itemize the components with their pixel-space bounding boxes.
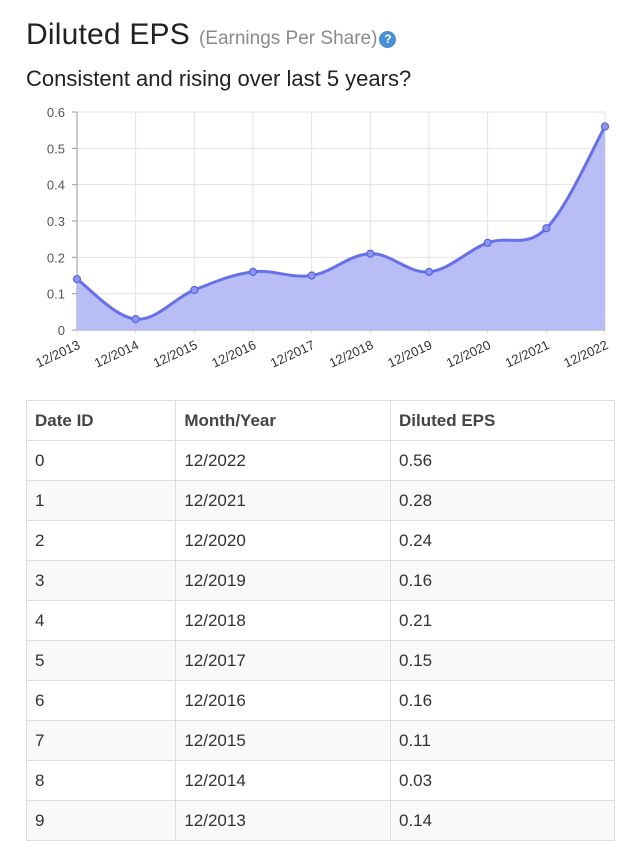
x-tick-label: 12/2020 xyxy=(444,337,493,370)
question-circle-icon[interactable]: ? xyxy=(379,31,397,48)
cell-date-id: 1 xyxy=(25,480,177,521)
cell-diluted-eps: 0.56 xyxy=(389,440,616,481)
x-tick-label: 12/2016 xyxy=(209,337,258,370)
y-tick-label: 0 xyxy=(58,323,65,338)
data-point xyxy=(366,249,375,258)
eps-area-chart: 0 0.1 0.2 0.3 0.4 0.5 0.6 12/2013 12/2014 12/2015… xyxy=(33,105,610,371)
x-tick-label: 12/2017 xyxy=(268,337,317,370)
cell-date-id: 7 xyxy=(25,720,177,761)
data-point xyxy=(424,267,434,276)
series-area xyxy=(77,126,605,331)
column-header-date-id: Date ID xyxy=(25,400,177,441)
cell-diluted-eps: 0.15 xyxy=(389,640,616,681)
data-point xyxy=(483,238,492,247)
y-tick-label: 0.6 xyxy=(47,105,65,120)
y-tick-label: 0.4 xyxy=(47,178,65,193)
cell-diluted-eps: 0.21 xyxy=(389,600,616,641)
data-point xyxy=(72,275,82,284)
cell-month-year: 12/2014 xyxy=(175,760,391,801)
cell-date-id: 6 xyxy=(25,680,177,721)
eps-table: Date ID Month/Year Diluted EPS 0 12/2022 0… xyxy=(25,400,616,841)
x-tick-label: 12/2014 xyxy=(92,337,141,370)
page-title: Diluted EPS xyxy=(26,18,190,51)
cell-month-year: 12/2017 xyxy=(175,640,391,681)
cell-diluted-eps: 0.11 xyxy=(389,720,616,761)
cell-month-year: 12/2021 xyxy=(175,480,391,521)
x-tick-label: 12/2018 xyxy=(327,337,376,370)
table-row: 9 12/2013 0.14 xyxy=(25,800,616,841)
table-header-row: Date ID Month/Year Diluted EPS xyxy=(25,400,616,441)
column-header-diluted-eps: Diluted EPS xyxy=(389,400,616,441)
cell-date-id: 2 xyxy=(25,520,177,561)
cell-date-id: 9 xyxy=(25,800,177,841)
y-tick-label: 0.1 xyxy=(47,287,65,302)
data-point xyxy=(600,122,610,131)
cell-date-id: 3 xyxy=(25,560,177,601)
cell-month-year: 12/2020 xyxy=(175,520,391,561)
table-row: 2 12/2020 0.24 xyxy=(25,520,616,561)
x-tick-label: 12/2021 xyxy=(503,337,552,370)
y-tick-label: 0.3 xyxy=(47,214,65,229)
table-row: 4 12/2018 0.21 xyxy=(25,600,616,641)
x-tick-label: 12/2019 xyxy=(385,337,434,370)
table-row: 0 12/2022 0.56 xyxy=(25,440,616,481)
cell-month-year: 12/2018 xyxy=(175,600,391,641)
cell-month-year: 12/2015 xyxy=(175,720,391,761)
data-point xyxy=(190,285,199,295)
x-tick-label: 12/2022 xyxy=(561,337,610,370)
cell-month-year: 12/2016 xyxy=(175,680,391,721)
x-tick-label: 12/2015 xyxy=(151,337,200,370)
cell-date-id: 8 xyxy=(25,760,177,801)
chart-question: Consistent and rising over last 5 years? xyxy=(26,66,412,91)
table-row: 8 12/2014 0.03 xyxy=(25,760,616,801)
cell-month-year: 12/2013 xyxy=(175,800,391,841)
table-row: 1 12/2021 0.28 xyxy=(25,480,616,521)
cell-diluted-eps: 0.16 xyxy=(389,560,616,601)
cell-month-year: 12/2019 xyxy=(175,560,391,601)
cell-date-id: 5 xyxy=(25,640,177,681)
table-row: 7 12/2015 0.11 xyxy=(25,720,616,761)
data-point xyxy=(248,267,258,276)
cell-diluted-eps: 0.28 xyxy=(389,480,616,521)
table-row: 6 12/2016 0.16 xyxy=(25,680,616,721)
data-point xyxy=(131,315,140,324)
cell-diluted-eps: 0.16 xyxy=(389,680,616,721)
page-subtitle: (Earnings Per Share) xyxy=(198,28,378,49)
cell-month-year: 12/2022 xyxy=(175,440,391,481)
series-line xyxy=(76,125,607,321)
cell-diluted-eps: 0.24 xyxy=(389,520,616,561)
data-point xyxy=(542,224,551,233)
x-tick-label: 12/2013 xyxy=(33,337,82,370)
column-header-month-year: Month/Year xyxy=(175,400,391,441)
y-tick-label: 0.5 xyxy=(47,141,65,156)
cell-date-id: 0 xyxy=(25,440,177,481)
table-row: 5 12/2017 0.15 xyxy=(25,640,616,681)
table-row: 3 12/2019 0.16 xyxy=(25,560,616,601)
title-line: Diluted EPS (Earnings Per Share) ? xyxy=(26,18,626,52)
cell-date-id: 4 xyxy=(25,600,177,641)
cell-diluted-eps: 0.03 xyxy=(389,760,616,801)
data-point xyxy=(307,271,316,280)
y-tick-label: 0.2 xyxy=(47,250,65,265)
cell-diluted-eps: 0.14 xyxy=(389,800,616,841)
chart-header: Diluted EPS (Earnings Per Share) ? xyxy=(26,18,626,52)
